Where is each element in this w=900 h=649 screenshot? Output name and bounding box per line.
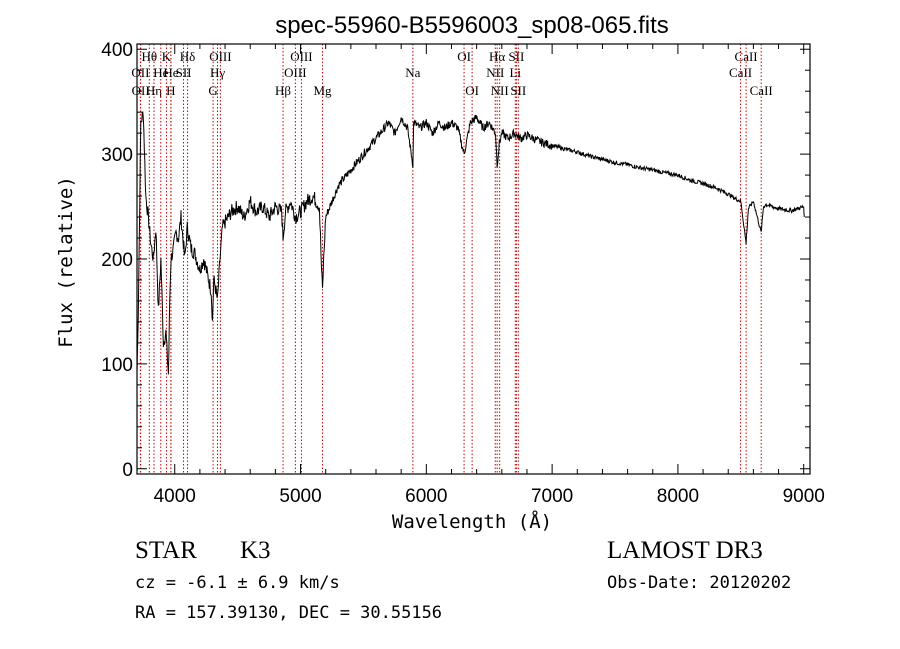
- y-tick-label: 400: [101, 40, 133, 61]
- line-label: He: [163, 65, 178, 80]
- line-label: K: [162, 49, 172, 64]
- line-label: OI: [465, 83, 479, 98]
- line-label: CaII: [750, 83, 773, 98]
- line-label: Hδ: [180, 49, 196, 64]
- line-label: SII: [508, 49, 524, 64]
- x-tick-label: 4000: [154, 486, 196, 507]
- line-label: Hη: [146, 83, 162, 98]
- line-label: Mg: [314, 83, 333, 98]
- plot-frame: [136, 43, 811, 475]
- y-tick-label: 200: [101, 250, 133, 271]
- object-class: STAR: [135, 537, 197, 564]
- y-tick-label: 300: [101, 145, 133, 166]
- line-label: SII: [510, 83, 526, 98]
- redshift-velocity: cz = -6.1 ± 6.9 km/s: [135, 573, 340, 593]
- line-label: OI: [457, 49, 471, 64]
- line-label: Hθ: [142, 49, 158, 64]
- x-tick-label: 5000: [279, 486, 321, 507]
- line-label: OIII: [209, 49, 231, 64]
- coordinates: RA = 157.39130, DEC = 30.55156: [135, 603, 443, 623]
- line-markers: OIIOIIHθHηHeKHHeSIIHδGHγOIIIHβOIIIOIIIMg…: [131, 44, 773, 474]
- line-label: CaII: [735, 49, 758, 64]
- x-tick-label: 6000: [405, 486, 447, 507]
- line-label: SII: [176, 65, 192, 80]
- y-tick-label: 0: [122, 460, 133, 481]
- observation-date: Obs-Date: 20120202: [607, 573, 792, 593]
- x-tick-label: 7000: [531, 486, 573, 507]
- line-label: NII: [486, 65, 504, 80]
- x-tick-label: 9000: [783, 486, 825, 507]
- x-tick-label: 8000: [657, 486, 699, 507]
- line-label: OIII: [284, 65, 306, 80]
- line-label: He: [153, 65, 168, 80]
- y-axis-label: Flux (relative): [55, 176, 77, 348]
- y-tick-label: 100: [101, 355, 133, 376]
- line-label: Na: [405, 65, 420, 80]
- spectrum-line: [136, 111, 805, 375]
- axis-ticks: 4000 5000 6000 7000 8000 9000 0 100 200 300 400: [101, 40, 825, 507]
- line-label: G: [208, 83, 217, 98]
- line-label: OIII: [290, 49, 312, 64]
- x-axis-label: Wavelength (Å): [392, 510, 552, 533]
- object-subclass: K3: [240, 537, 271, 564]
- series-layer: [136, 111, 805, 375]
- line-label: Li: [509, 65, 521, 80]
- line-label: NII: [491, 83, 509, 98]
- line-label: Hα: [489, 49, 505, 64]
- survey-name: LAMOST DR3: [607, 537, 763, 564]
- line-label: CaII: [729, 65, 752, 80]
- line-label: Hβ: [275, 83, 291, 98]
- line-label: OII: [132, 83, 150, 98]
- line-label: Hγ: [210, 65, 225, 80]
- chart-title: spec-55960-B5596003_sp08-065.fits: [275, 12, 669, 39]
